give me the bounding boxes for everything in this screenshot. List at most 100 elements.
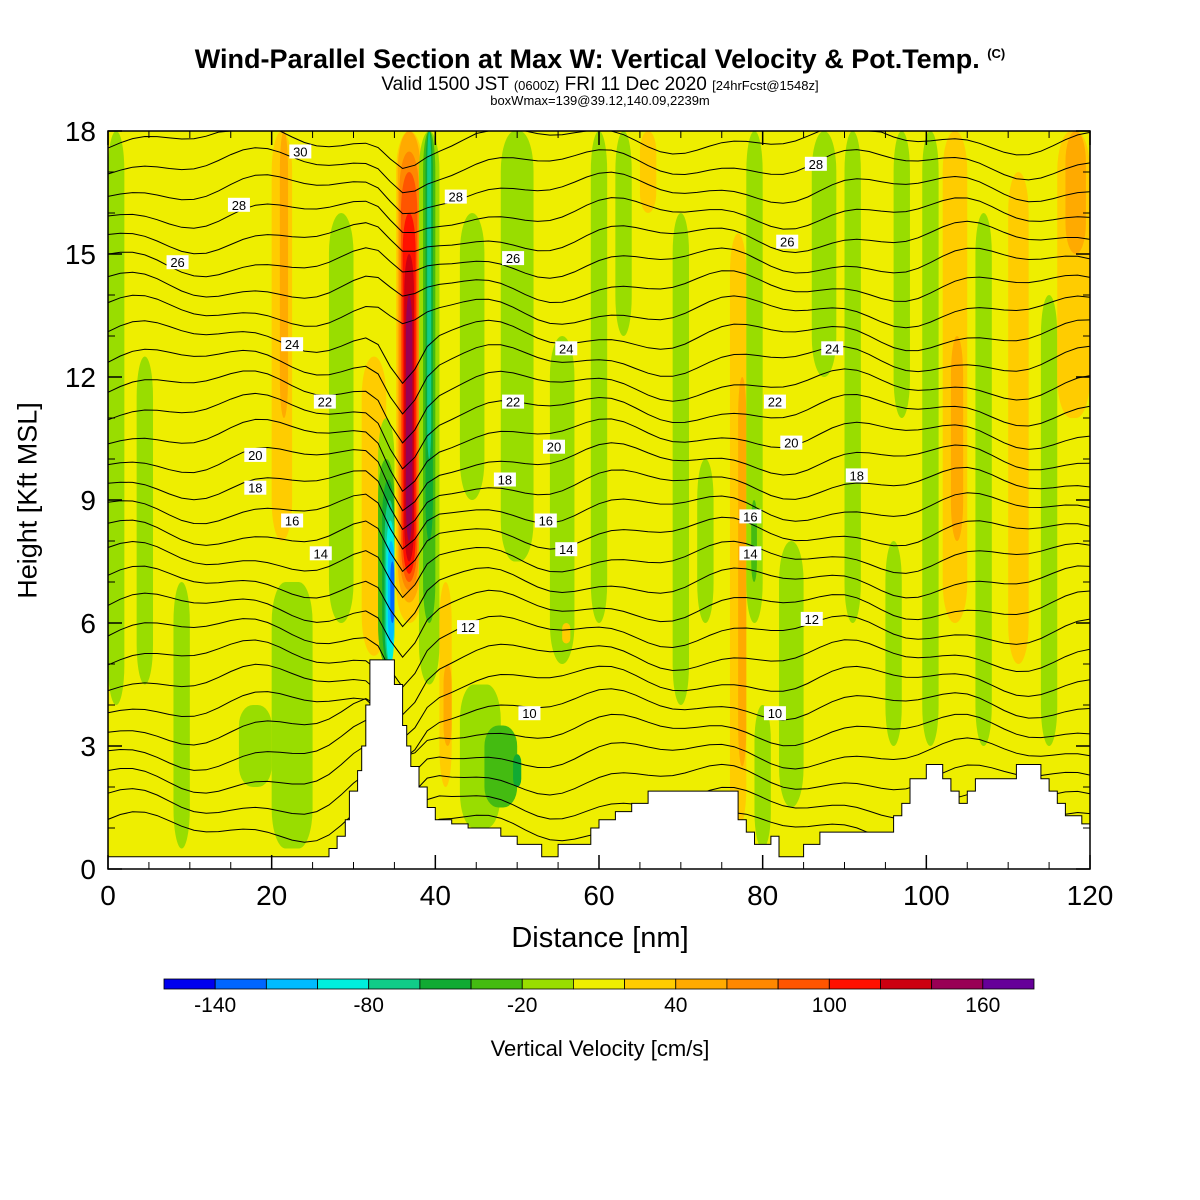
velocity-band: [1008, 172, 1029, 664]
colorbar-tick-label: -80: [354, 994, 384, 1017]
velocity-band: [893, 131, 910, 418]
theta-contour-line: [107, 698, 1091, 758]
velocity-band: [443, 664, 452, 746]
velocity-band: [672, 213, 690, 705]
y-tick-label: 0: [80, 854, 96, 885]
x-axis-label: Distance [nm]: [511, 922, 689, 954]
contour-label: 22: [768, 395, 782, 410]
contour-label: 14: [314, 546, 328, 561]
velocity-band: [173, 582, 190, 849]
theta-contour-line: [107, 368, 1091, 444]
velocity-band: [459, 213, 485, 500]
colorbar-tick-label: 100: [812, 994, 847, 1017]
contour-label: 30: [293, 145, 307, 160]
velocity-band: [108, 131, 125, 705]
contour-label-box: [281, 513, 304, 528]
x-tick-label: 40: [420, 880, 451, 911]
velocity-band: [639, 131, 657, 213]
contour-label: 26: [780, 235, 794, 250]
velocity-band: [844, 131, 861, 623]
contour-label: 16: [285, 514, 299, 529]
theta-contour-line: [107, 719, 1091, 777]
colorbar-swatch: [521, 978, 574, 990]
x-tick-label: 20: [256, 880, 287, 911]
colorbar-swatch: [368, 978, 421, 990]
contour-label: 14: [559, 542, 573, 557]
theta-contour-line: [107, 589, 1091, 658]
colorbar-swatch: [317, 978, 370, 990]
x-tick-label: 80: [747, 880, 778, 911]
theta-contour-line: [107, 663, 1091, 740]
velocity-band: [975, 213, 992, 746]
contour-label: 24: [285, 337, 299, 352]
colorbar-swatch: [214, 978, 267, 990]
contour-label: 16: [743, 509, 757, 524]
velocity-band: [390, 561, 395, 623]
theta-contour-line: [107, 688, 1091, 761]
velocity-band: [738, 377, 747, 767]
box-wmax-info: boxWmax=139@39.12,140.09,2239m: [490, 93, 710, 108]
contour-label-box: [309, 546, 332, 561]
contour-label: 18: [248, 481, 262, 496]
chart-title: Wind-Parallel Section at Max W: Vertical…: [0, 44, 1200, 75]
contour-label: 22: [506, 395, 520, 410]
forecast-info: [24hrFcst@1548z]: [712, 78, 819, 93]
colorbar-swatch: [880, 978, 933, 990]
velocity-band: [590, 131, 608, 623]
x-tick-label: 100: [903, 880, 950, 911]
axes: 0 20 40 60 80 100 120 0 3 6 9 12 15 18: [65, 116, 1114, 911]
colorbar-tick-label: 40: [664, 994, 687, 1017]
contour-label: 28: [449, 190, 463, 205]
colorbar-swatch: [931, 978, 984, 990]
contour-label-box: [555, 341, 578, 356]
velocity-band: [500, 131, 534, 562]
contour-label: 20: [248, 448, 262, 463]
contour-label-box: [776, 234, 799, 249]
velocity-band: [562, 623, 571, 644]
contour-label: 22: [318, 395, 332, 410]
velocity-band: [1065, 131, 1086, 254]
theta-contour-line: [107, 466, 1091, 531]
contour-label-box: [763, 394, 786, 409]
theta-contour-line: [107, 392, 1091, 470]
contour-label: 10: [522, 706, 536, 721]
contour-label: 12: [461, 620, 475, 635]
velocity-band: [271, 582, 313, 849]
velocity-band: [922, 131, 939, 746]
theta-contour-line: [107, 639, 1091, 716]
velocity-band: [279, 131, 289, 418]
colorbar-swatch: [624, 978, 677, 990]
theta-contours: [107, 130, 1091, 850]
theta-contour-line: [107, 418, 1091, 492]
contour-label: 18: [850, 468, 864, 483]
velocity-band: [885, 541, 902, 746]
contour-label-box: [281, 337, 304, 352]
colorbar-tick-label: 160: [965, 994, 1000, 1017]
valid-time-subtitle: Valid 1500 JST (0600Z) FRI 11 Dec 2020 […: [0, 74, 1200, 96]
theta-contour-line: [107, 197, 1091, 234]
x-tick-label: 0: [100, 880, 116, 911]
contour-label: 20: [547, 440, 561, 455]
valid-time-a: Valid 1500 JST: [381, 74, 509, 95]
contour-label-box: [763, 706, 786, 721]
contour-label-box: [166, 255, 189, 270]
contour-label: 28: [232, 198, 246, 213]
velocity-band: [427, 131, 432, 459]
theta-contour-line: [107, 247, 1091, 279]
contour-label: 18: [498, 473, 512, 488]
contour-label-box: [227, 197, 250, 212]
velocity-band: [746, 131, 763, 623]
contour-label-box: [444, 189, 467, 204]
velocity-band: [484, 725, 518, 808]
velocity-band: [328, 213, 354, 623]
colorbar-swatch: [675, 978, 728, 990]
contour-label: 20: [784, 436, 798, 451]
contour-label: 24: [559, 341, 573, 356]
colorbar: -140 -80 -20 40 100 160: [163, 978, 1035, 1017]
contour-label: 26: [506, 251, 520, 266]
velocity-band: [1040, 295, 1058, 746]
y-tick-label: 18: [65, 116, 96, 147]
theta-contour-line: [107, 615, 1091, 689]
contour-label-box: [555, 542, 578, 557]
